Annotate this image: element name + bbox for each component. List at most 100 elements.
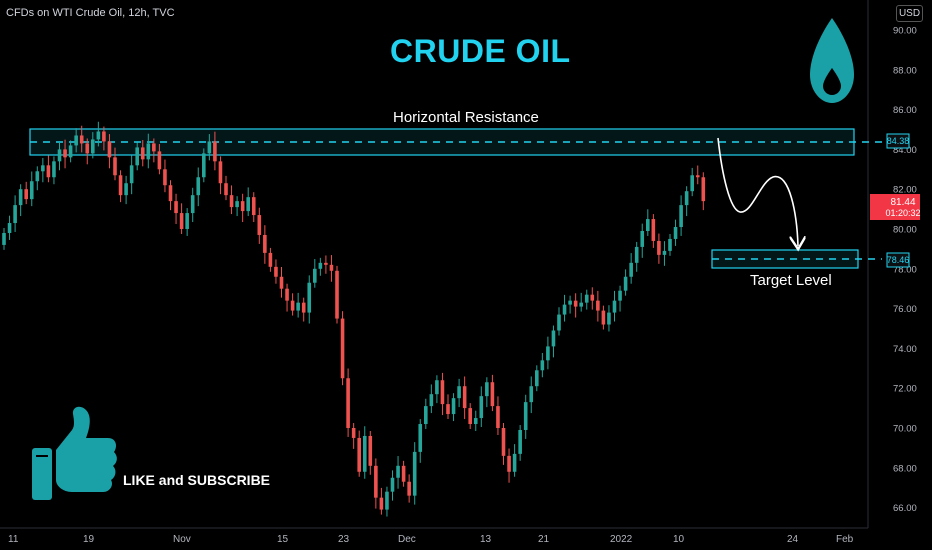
candle-body[interactable]: [568, 300, 572, 305]
candle-body[interactable]: [24, 189, 28, 200]
candle-body[interactable]: [607, 312, 611, 325]
candle-body[interactable]: [2, 232, 6, 245]
candle-body[interactable]: [351, 428, 356, 438]
candle-body[interactable]: [451, 398, 456, 415]
candle-body[interactable]: [651, 219, 656, 241]
candle-body[interactable]: [357, 437, 361, 472]
candle-body[interactable]: [473, 418, 478, 425]
candle-body[interactable]: [318, 262, 323, 269]
candle-body[interactable]: [157, 151, 162, 170]
candle-body[interactable]: [546, 346, 550, 361]
candle-body[interactable]: [13, 205, 17, 224]
candle-body[interactable]: [490, 382, 495, 407]
candle-body[interactable]: [140, 147, 145, 160]
candle-body[interactable]: [668, 238, 672, 251]
candle-body[interactable]: [401, 465, 406, 482]
candle-body[interactable]: [368, 435, 373, 466]
candle-body[interactable]: [296, 302, 300, 311]
candle-body[interactable]: [174, 201, 178, 214]
candle-body[interactable]: [240, 201, 245, 212]
candle-body[interactable]: [246, 197, 250, 212]
candle-body[interactable]: [440, 380, 445, 405]
candle-body[interactable]: [274, 266, 278, 277]
candle-body[interactable]: [435, 380, 439, 395]
candle-body[interactable]: [129, 165, 134, 184]
candle-body[interactable]: [501, 428, 506, 456]
candle-body[interactable]: [690, 175, 694, 192]
candle-body[interactable]: [346, 378, 350, 428]
candle-body[interactable]: [601, 310, 606, 325]
candle-body[interactable]: [213, 141, 217, 162]
candle-body[interactable]: [429, 394, 434, 407]
candle-body[interactable]: [118, 175, 123, 196]
candle-body[interactable]: [551, 330, 556, 347]
candle-body[interactable]: [512, 453, 517, 472]
candle-body[interactable]: [557, 314, 561, 331]
candle-body[interactable]: [41, 165, 45, 172]
target-zone[interactable]: [711, 249, 859, 269]
candle-body[interactable]: [590, 294, 595, 301]
candle-body[interactable]: [190, 195, 195, 214]
candle-body[interactable]: [385, 491, 389, 510]
candle-body[interactable]: [684, 191, 689, 206]
candle-body[interactable]: [701, 177, 706, 202]
candle-body[interactable]: [412, 451, 417, 496]
candle-body[interactable]: [340, 318, 345, 379]
candle-body[interactable]: [124, 183, 128, 196]
candle-body[interactable]: [285, 288, 289, 301]
candle-body[interactable]: [229, 195, 234, 208]
candle-body[interactable]: [68, 145, 73, 158]
candle-body[interactable]: [612, 300, 617, 313]
candle-body[interactable]: [646, 219, 650, 231]
candle-body[interactable]: [679, 205, 683, 228]
candle-body[interactable]: [29, 181, 34, 200]
candle-body[interactable]: [96, 131, 101, 140]
candle-body[interactable]: [634, 246, 639, 263]
candle-body[interactable]: [629, 262, 633, 277]
candle-body[interactable]: [263, 234, 267, 253]
candle-body[interactable]: [135, 147, 139, 166]
candle-body[interactable]: [268, 252, 273, 267]
candle-body[interactable]: [518, 429, 522, 454]
candle-body[interactable]: [335, 270, 339, 319]
candle-body[interactable]: [7, 223, 12, 233]
candle-body[interactable]: [85, 143, 90, 154]
candle-body[interactable]: [485, 382, 489, 397]
candle-body[interactable]: [523, 402, 528, 430]
currency-button[interactable]: USD: [896, 5, 923, 22]
candle-body[interactable]: [79, 135, 84, 144]
candle-body[interactable]: [107, 141, 112, 158]
candle-body[interactable]: [329, 264, 334, 271]
candle-body[interactable]: [146, 143, 151, 160]
candle-body[interactable]: [52, 161, 56, 178]
candle-body[interactable]: [446, 404, 450, 415]
candle-body[interactable]: [618, 290, 622, 301]
candle-body[interactable]: [479, 396, 484, 419]
candle-body[interactable]: [251, 197, 256, 216]
candle-body[interactable]: [457, 386, 461, 399]
candle-body[interactable]: [562, 304, 567, 315]
candle-body[interactable]: [657, 240, 661, 255]
candle-body[interactable]: [290, 300, 295, 311]
candle-body[interactable]: [695, 175, 700, 178]
candle-body[interactable]: [279, 276, 284, 289]
candle-body[interactable]: [324, 262, 328, 265]
candle-body[interactable]: [185, 213, 189, 229]
candle-body[interactable]: [207, 141, 212, 154]
candle-body[interactable]: [113, 157, 117, 176]
candle-body[interactable]: [46, 165, 51, 178]
candle-body[interactable]: [535, 370, 539, 387]
candle-body[interactable]: [179, 213, 184, 229]
candle-body[interactable]: [307, 282, 312, 313]
candle-body[interactable]: [235, 201, 239, 208]
candle-body[interactable]: [102, 131, 106, 142]
candle-body[interactable]: [662, 250, 667, 255]
candle-body[interactable]: [57, 149, 62, 162]
candle-body[interactable]: [496, 406, 500, 428]
candle-body[interactable]: [257, 215, 262, 235]
candle-body[interactable]: [573, 300, 578, 307]
candle-body[interactable]: [673, 227, 678, 239]
candle-body[interactable]: [152, 143, 156, 152]
candle-body[interactable]: [224, 183, 228, 196]
